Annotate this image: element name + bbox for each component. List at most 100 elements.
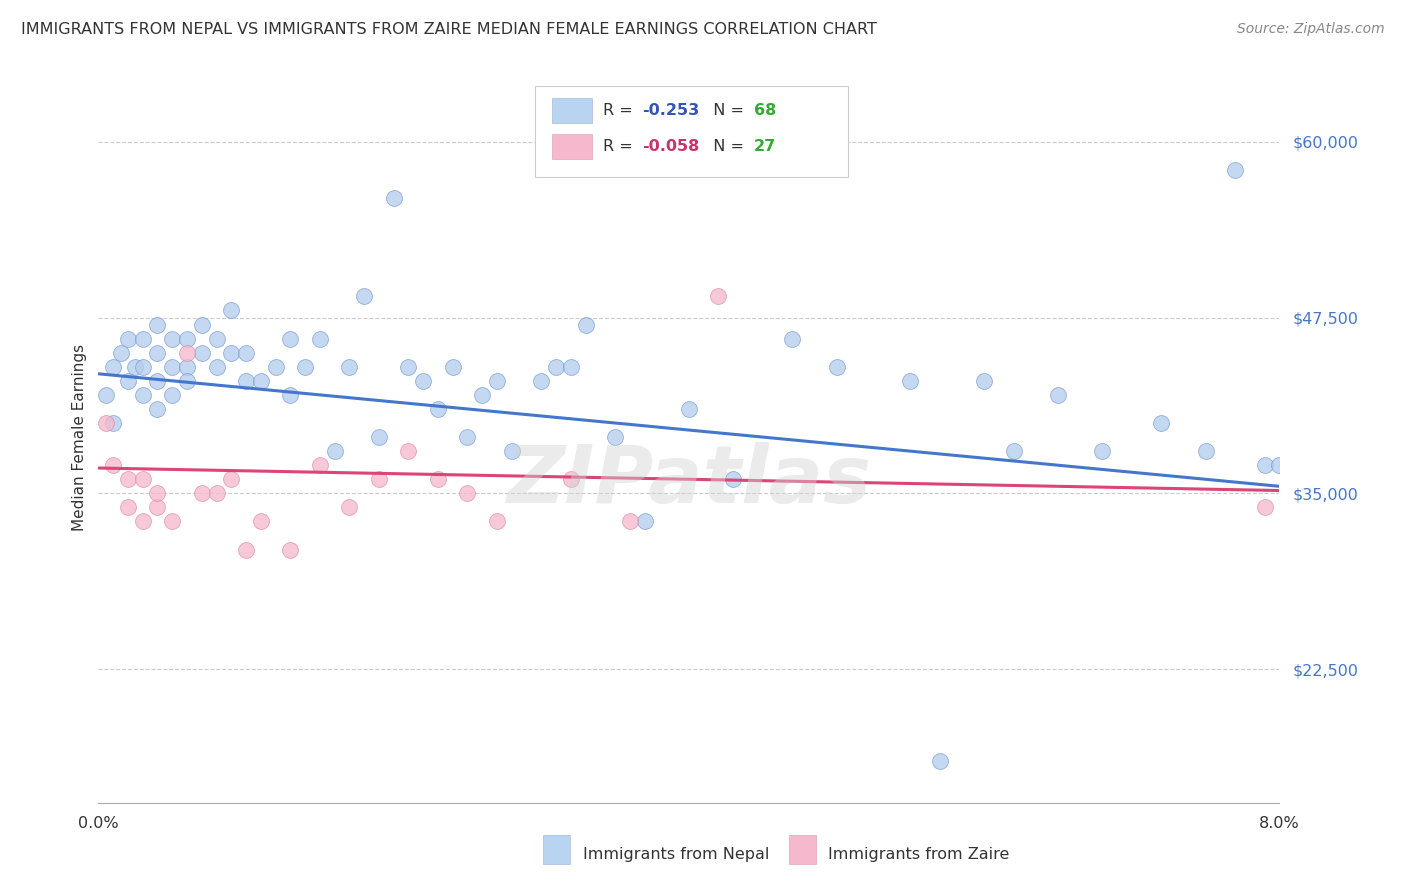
Point [605, 430, 627, 444]
Point [1091, 444, 1114, 458]
FancyBboxPatch shape [536, 86, 848, 178]
Point [117, 500, 139, 515]
Point [412, 374, 434, 388]
Point [176, 345, 198, 359]
Text: IMMIGRANTS FROM NEPAL VS IMMIGRANTS FROM ZAIRE MEDIAN FEMALE EARNINGS CORRELATIO: IMMIGRANTS FROM NEPAL VS IMMIGRANTS FROM… [21, 22, 877, 37]
Point [191, 345, 214, 359]
Point [132, 359, 155, 374]
Point [382, 191, 405, 205]
Point [309, 332, 332, 346]
Point [339, 359, 361, 374]
Point [103, 416, 125, 430]
Point [634, 515, 657, 529]
Point [427, 401, 450, 416]
Point [353, 289, 375, 303]
Text: Immigrants from Zaire: Immigrants from Zaire [828, 847, 1010, 862]
Point [146, 345, 169, 359]
Point [782, 332, 804, 346]
Point [471, 388, 494, 402]
Point [132, 332, 155, 346]
Point [162, 332, 183, 346]
Point [398, 444, 420, 458]
Point [264, 359, 287, 374]
Point [441, 359, 464, 374]
Text: ZIPatlas: ZIPatlas [506, 442, 872, 520]
Point [124, 359, 146, 374]
Point [235, 345, 257, 359]
Point [294, 359, 316, 374]
FancyBboxPatch shape [553, 98, 592, 122]
Point [117, 374, 139, 388]
Point [1268, 458, 1291, 473]
Point [486, 515, 509, 529]
Point [162, 359, 183, 374]
Point [339, 500, 361, 515]
Text: N =: N = [703, 103, 749, 118]
Point [501, 444, 523, 458]
Point [146, 318, 169, 332]
Point [530, 374, 553, 388]
Point [560, 359, 582, 374]
Text: -0.253: -0.253 [641, 103, 699, 118]
Point [280, 542, 302, 557]
Point [368, 430, 391, 444]
Point [546, 359, 568, 374]
Point [205, 486, 228, 500]
Point [162, 515, 183, 529]
Point [973, 374, 995, 388]
Point [103, 359, 125, 374]
Point [146, 486, 169, 500]
Point [1254, 500, 1277, 515]
Point [176, 374, 198, 388]
Point [235, 374, 257, 388]
Point [146, 500, 169, 515]
Point [1195, 444, 1218, 458]
Text: R =: R = [603, 103, 637, 118]
Point [678, 401, 700, 416]
Point [221, 345, 243, 359]
Point [132, 515, 155, 529]
Point [368, 472, 391, 486]
Point [619, 515, 641, 529]
Point [221, 303, 243, 318]
Point [146, 374, 169, 388]
Point [132, 388, 155, 402]
Point [560, 472, 582, 486]
Text: N =: N = [703, 139, 749, 154]
Point [205, 359, 228, 374]
Point [1225, 162, 1247, 177]
Point [250, 374, 273, 388]
Point [1046, 388, 1070, 402]
Text: 27: 27 [754, 139, 776, 154]
Point [191, 486, 214, 500]
Point [250, 515, 273, 529]
Point [94, 416, 117, 430]
Point [1150, 416, 1173, 430]
Point [117, 472, 139, 486]
Point [723, 472, 745, 486]
Point [280, 332, 302, 346]
Point [427, 472, 450, 486]
Point [280, 388, 302, 402]
Point [457, 430, 479, 444]
Point [103, 458, 125, 473]
Point [486, 374, 509, 388]
FancyBboxPatch shape [553, 135, 592, 159]
Point [221, 472, 243, 486]
Point [398, 359, 420, 374]
Text: 68: 68 [754, 103, 776, 118]
Point [176, 332, 198, 346]
Point [205, 332, 228, 346]
Point [900, 374, 922, 388]
Point [707, 289, 730, 303]
Point [132, 472, 155, 486]
Point [117, 332, 139, 346]
Point [110, 345, 132, 359]
Point [575, 318, 598, 332]
Point [457, 486, 479, 500]
Point [146, 401, 169, 416]
Point [323, 444, 346, 458]
Point [309, 458, 332, 473]
Text: Immigrants from Nepal: Immigrants from Nepal [583, 847, 770, 862]
Text: R =: R = [603, 139, 637, 154]
